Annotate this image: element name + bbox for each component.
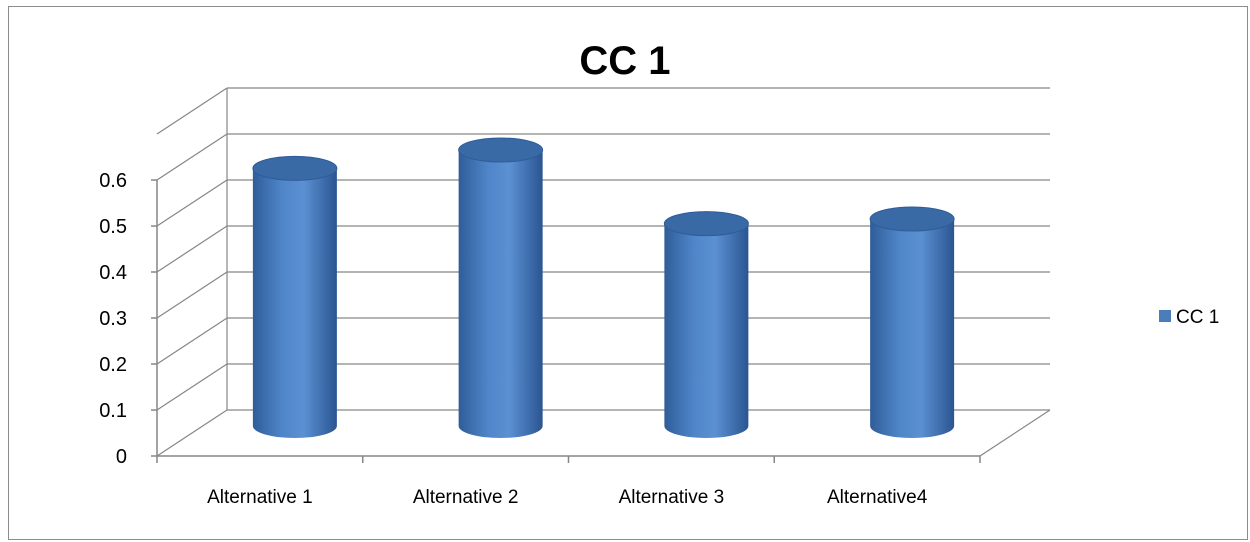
legend-label: CC 1 <box>1176 307 1219 328</box>
gridline-depth <box>156 179 228 227</box>
bar-top <box>869 206 955 232</box>
floor-edge <box>979 409 1051 457</box>
y-tick-label: 0 <box>116 446 127 468</box>
category-labels: Alternative 1 Alternative 2 Alternative 3 A… <box>207 487 928 508</box>
bar <box>869 206 955 438</box>
chart-title: CC 1 <box>579 39 670 83</box>
x-category-label: Alternative 3 <box>619 487 725 508</box>
y-tick-label: 0.1 <box>99 400 127 422</box>
y-tick-labels: 0 0.1 0.2 0.3 0.4 0.5 0.6 <box>99 170 127 468</box>
y-tick-label: 0.4 <box>99 262 127 284</box>
bar-layer <box>252 137 955 438</box>
y-tick-label: 0.5 <box>99 216 127 238</box>
gridline-depth <box>156 317 228 365</box>
bar-top <box>458 137 544 163</box>
y-tick-label: 0.6 <box>99 170 127 192</box>
gridline-depth <box>156 409 228 457</box>
gridline-depth <box>156 87 228 135</box>
bar-body <box>870 219 955 438</box>
x-category-label: Alternative 2 <box>413 487 519 508</box>
axis-layer <box>151 179 1051 463</box>
x-category-label: Alternative 1 <box>207 487 313 508</box>
bar-body <box>664 223 749 438</box>
bar-top <box>663 211 749 237</box>
y-tick-label: 0.3 <box>99 308 127 330</box>
legend: CC 1 <box>1159 307 1219 328</box>
bar-top <box>252 155 338 181</box>
bar <box>663 211 749 438</box>
bar <box>252 155 338 438</box>
bar-body <box>458 150 543 438</box>
bar <box>458 137 544 438</box>
chart-frame <box>8 6 1248 540</box>
gridline-depth <box>156 363 228 411</box>
y-tick-label: 0.2 <box>99 354 127 376</box>
legend-swatch <box>1159 310 1171 322</box>
gridline-depth <box>156 271 228 319</box>
bar-body <box>252 168 337 438</box>
gridline-depth <box>156 133 228 181</box>
x-category-label: Alternative4 <box>827 487 928 508</box>
gridline-depth <box>156 225 228 273</box>
